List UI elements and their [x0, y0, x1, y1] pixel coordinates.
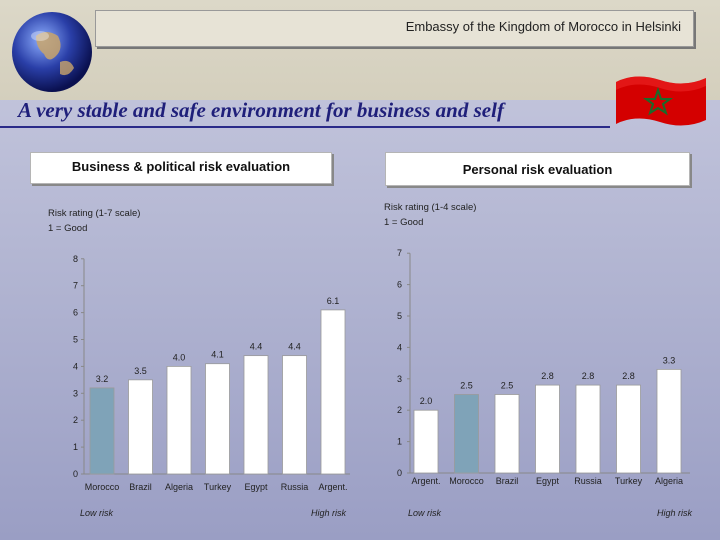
- business-bar-russia: [282, 355, 307, 475]
- personal-value-label: 2.8: [541, 371, 554, 381]
- personal-category-label: Turkey: [615, 476, 643, 486]
- business-category-label: Egypt: [244, 482, 268, 492]
- personal-bar-turkey: [616, 384, 641, 474]
- business-high-risk-label: High risk: [311, 508, 347, 518]
- business-value-label: 4.4: [288, 342, 301, 352]
- personal-bar-morocco: [454, 394, 479, 474]
- business-bar-morocco: [89, 387, 115, 475]
- personal-y-tick-label: 1: [397, 437, 402, 447]
- business-y-tick-label: 4: [73, 361, 78, 371]
- business-y-tick-label: 3: [73, 388, 78, 398]
- personal-bar-algeria: [656, 368, 682, 474]
- business-bar-algeria: [166, 365, 192, 475]
- business-risk-title: Business & political risk evaluation: [30, 152, 332, 184]
- title-underline: [0, 126, 610, 128]
- business-category-label: Russia: [281, 482, 309, 492]
- personal-category-label: Brazil: [496, 476, 519, 486]
- business-scale-line1: Risk rating (1-7 scale): [48, 208, 141, 219]
- personal-value-label: 2.8: [622, 371, 635, 381]
- business-y-tick-label: 0: [73, 469, 78, 479]
- business-category-label: Argent.: [318, 482, 347, 492]
- personal-risk-title: Personal risk evaluation: [385, 152, 690, 186]
- business-value-label: 3.5: [134, 366, 147, 376]
- business-y-tick-label: 2: [73, 415, 78, 425]
- business-y-tick-label: 5: [73, 335, 78, 345]
- business-category-label: Brazil: [129, 482, 152, 492]
- morocco-flag-icon: [616, 76, 706, 126]
- personal-value-label: 2.0: [420, 396, 433, 406]
- personal-category-label: Algeria: [655, 476, 683, 486]
- personal-category-label: Argent.: [411, 476, 440, 486]
- personal-category-label: Russia: [574, 476, 602, 486]
- personal-bar-argent: [413, 409, 439, 474]
- personal-bar-egypt: [535, 384, 560, 474]
- personal-value-label: 2.5: [501, 381, 514, 391]
- personal-bar-russia: [575, 384, 601, 474]
- personal-value-label: 2.5: [460, 381, 473, 391]
- business-scale-line2: 1 = Good: [48, 223, 88, 234]
- personal-scale-line2: 1 = Good: [384, 217, 424, 228]
- personal-y-tick-label: 0: [397, 468, 402, 478]
- business-bar-argent: [320, 309, 346, 475]
- business-scale-note: Risk rating (1-7 scale) 1 = Good: [48, 206, 140, 236]
- personal-risk-chart: 0 1 2 3 4 5 6 7 2.0 Argent. 2.5 Morocco 2.5 Brazil 2.8…: [397, 248, 690, 486]
- business-bar-turkey: [205, 363, 230, 475]
- personal-y-tick-label: 4: [397, 342, 402, 352]
- personal-bar-brazil: [494, 394, 520, 474]
- slide-title: A very stable and safe environment for b…: [18, 98, 504, 122]
- personal-y-tick-label: 7: [397, 248, 402, 258]
- business-bar-brazil: [128, 379, 153, 475]
- personal-value-label: 3.3: [663, 355, 676, 365]
- business-value-label: 3.2: [96, 374, 109, 384]
- business-value-label: 6.1: [327, 296, 340, 306]
- embassy-name: Embassy of the Kingdom of Morocco in Hel…: [405, 19, 681, 34]
- business-y-tick-label: 7: [73, 281, 78, 291]
- business-y-tick-label: 8: [73, 254, 78, 264]
- personal-value-label: 2.8: [582, 371, 595, 381]
- business-y-tick-label: 1: [73, 442, 78, 452]
- personal-y-tick-label: 3: [397, 374, 402, 384]
- business-bar-egypt: [243, 355, 269, 475]
- personal-category-label: Egypt: [536, 476, 560, 486]
- personal-category-label: Morocco: [449, 476, 484, 486]
- business-y-tick-label: 6: [73, 308, 78, 318]
- personal-scale-line1: Risk rating (1-4 scale): [384, 202, 477, 213]
- globe-icon: [12, 12, 92, 92]
- business-category-label: Turkey: [204, 482, 232, 492]
- business-value-label: 4.4: [250, 342, 263, 352]
- personal-scale-note: Risk rating (1-4 scale) 1 = Good: [384, 200, 476, 230]
- business-low-risk-label: Low risk: [80, 508, 114, 518]
- business-category-label: Morocco: [85, 482, 120, 492]
- business-value-label: 4.0: [173, 352, 186, 362]
- personal-y-tick-label: 2: [397, 405, 402, 415]
- personal-high-risk-label: High risk: [657, 508, 693, 518]
- embassy-header: Embassy of the Kingdom of Morocco in Hel…: [95, 10, 694, 47]
- business-value-label: 4.1: [211, 350, 224, 360]
- business-category-label: Algeria: [165, 482, 193, 492]
- business-risk-chart: 0 1 2 3 4 5 6 7 8 3.2 Morocco 3.5 Brazil 4.0 Algeria 4.…: [73, 254, 350, 492]
- personal-low-risk-label: Low risk: [408, 508, 442, 518]
- personal-y-tick-label: 6: [397, 280, 402, 290]
- personal-y-tick-label: 5: [397, 311, 402, 321]
